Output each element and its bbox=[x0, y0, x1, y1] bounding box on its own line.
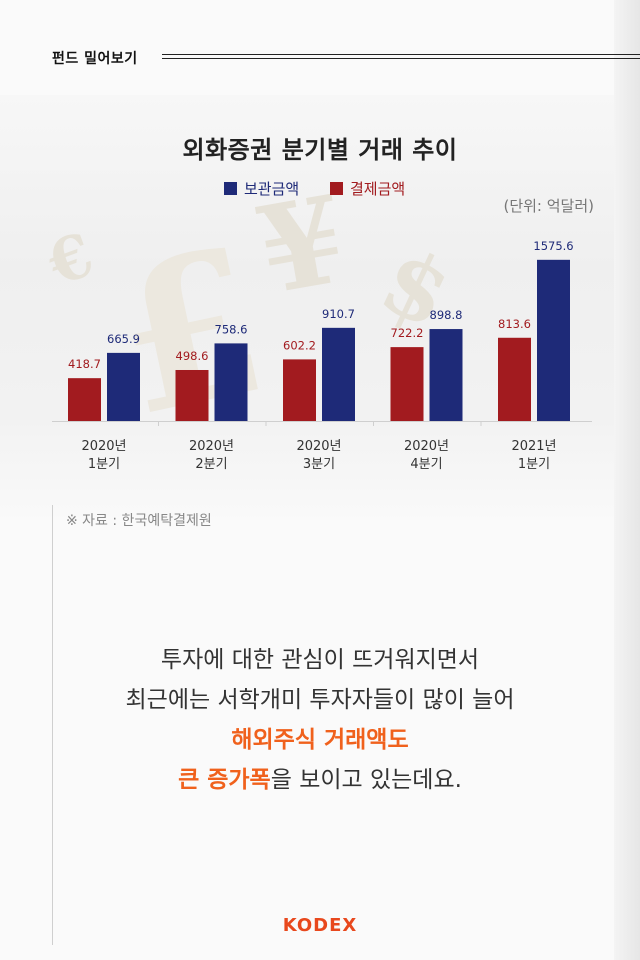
bar-storage bbox=[107, 352, 140, 421]
x-tick-label: 2020년 bbox=[81, 439, 126, 454]
x-tick-label: 3분기 bbox=[303, 457, 335, 472]
legend-item-settlement: 결제금액 bbox=[330, 178, 405, 199]
source-note: ※ 자료 : 한국예탁결제원 bbox=[66, 513, 212, 529]
legend-label-storage: 보관금액 bbox=[244, 180, 300, 198]
header-divider bbox=[162, 58, 640, 59]
body-line-3-highlight: 해외주식 거래액도 bbox=[231, 727, 409, 753]
bar-storage bbox=[537, 259, 570, 421]
data-label-storage: 1575.6 bbox=[533, 239, 573, 253]
x-tick-label: 2021년 bbox=[511, 439, 556, 454]
bar-storage bbox=[214, 343, 248, 421]
body-line-4-rest: 을 보이고 있는데요. bbox=[270, 767, 462, 793]
chart-title: 외화증권 분기별 거래 추이 bbox=[182, 136, 458, 164]
bar-storage bbox=[322, 327, 355, 421]
x-tick-label: 1분기 bbox=[88, 457, 120, 472]
bar-settlement bbox=[68, 378, 101, 421]
header-divider bbox=[162, 54, 640, 55]
chart-background bbox=[0, 95, 614, 525]
section-title: 펀드 밀어보기 bbox=[52, 51, 138, 67]
body-line-4: 큰 증가폭을 보이고 있는데요. bbox=[0, 760, 640, 800]
x-tick-label: 2020년 bbox=[404, 439, 449, 454]
data-label-settlement: 602.2 bbox=[283, 338, 316, 352]
data-label-storage: 758.6 bbox=[215, 322, 248, 336]
legend-swatch-storage bbox=[224, 182, 237, 195]
unit-label: (단위: 억달러) bbox=[503, 197, 594, 215]
x-tick-label: 1분기 bbox=[518, 457, 550, 472]
bar-storage bbox=[429, 329, 463, 421]
data-label-settlement: 418.7 bbox=[68, 357, 101, 371]
data-label-storage: 910.7 bbox=[322, 307, 355, 321]
x-tick-label: 4분기 bbox=[410, 457, 442, 472]
data-label-settlement: 498.6 bbox=[176, 349, 209, 363]
kodex-logo: KODEX bbox=[282, 915, 358, 936]
data-label-storage: 898.8 bbox=[430, 308, 463, 322]
bar-settlement bbox=[390, 347, 424, 421]
bar-chart: 418.7 665.9 2020년 1분기 498.6 758.6 2020년 2분기 602.… bbox=[52, 239, 592, 472]
data-label-settlement: 813.6 bbox=[498, 317, 531, 331]
bar-settlement bbox=[175, 369, 209, 421]
bar-settlement bbox=[498, 337, 531, 421]
body-line-2: 최근에는 서학개미 투자자들이 많이 늘어 bbox=[125, 687, 515, 713]
data-label-settlement: 722.2 bbox=[391, 326, 424, 340]
right-edge-strip bbox=[614, 0, 640, 960]
legend-swatch-settlement bbox=[330, 182, 343, 195]
body-line-1: 투자에 대한 관심이 뜨거워지면서 bbox=[160, 647, 480, 673]
data-label-storage: 665.9 bbox=[107, 332, 140, 346]
x-tick-label: 2020년 bbox=[189, 439, 234, 454]
body-text: 투자에 대한 관심이 뜨거워지면서 최근에는 서학개미 투자자들이 많이 늘어 … bbox=[0, 640, 640, 800]
legend-item-storage: 보관금액 bbox=[224, 178, 299, 199]
left-vertical-rule bbox=[52, 505, 53, 945]
bar-settlement bbox=[283, 359, 316, 421]
legend-label-settlement: 결제금액 bbox=[350, 180, 406, 198]
x-tick-label: 2020년 bbox=[296, 439, 341, 454]
body-highlight-text: 큰 증가폭 bbox=[178, 767, 271, 793]
x-tick-label: 2분기 bbox=[195, 457, 227, 472]
